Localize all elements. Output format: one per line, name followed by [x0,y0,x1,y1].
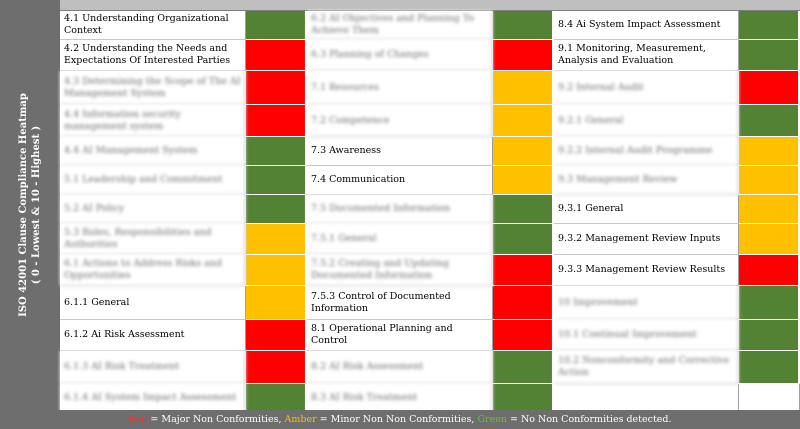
clause-label [554,384,739,413]
status-swatch-none [739,384,800,413]
vertical-title-panel: ISO 42001 Clause Compliance Heatmap ( 0 … [0,0,60,410]
clause-label: 6.1 Actions to Address Risks and Opportu… [60,255,246,286]
status-swatch-amber [739,166,800,195]
clause-label: 4.3 Determining the Scope of The AI Mana… [60,71,246,105]
status-swatch-red [246,40,307,71]
clause-label: 9.3 Management Review [554,166,739,195]
status-swatch-red [246,320,307,351]
clause-label: 8.2 AI Risk Assessment [307,351,493,384]
clause-label: 10.1 Continual Improvement [554,320,739,351]
status-swatch-green [246,137,307,166]
clause-label: 7.1 Resources [307,71,493,105]
status-swatch-green [739,105,800,137]
status-swatch-green [493,11,554,40]
clause-label: 5.2 AI Policy [60,195,246,224]
status-swatch-amber [246,286,307,320]
clause-label: 9.1 Monitoring, Measurement, Analysis an… [554,40,739,71]
status-swatch-green [493,195,554,224]
status-swatch-amber [493,137,554,166]
clause-label: 7.4 Communication [307,166,493,195]
clause-label: 6.2 AI Objectives and Planning To Achiev… [307,11,493,40]
clause-label: 10.2 Nonconformity and Corrective Action [554,351,739,384]
clause-label: 4.2 Understanding the Needs and Expectat… [60,40,246,71]
status-swatch-green [493,384,554,413]
status-swatch-amber [739,137,800,166]
heatmap-title-line1: ISO 42001 Clause Compliance Heatmap [18,93,30,317]
status-swatch-amber [739,195,800,224]
status-swatch-amber [246,255,307,286]
status-swatch-green [246,384,307,413]
status-swatch-amber [493,166,554,195]
legend-red-word: Red [128,414,148,425]
clause-label: 8.4 Ai System Impact Assessment [554,11,739,40]
clause-label: 6.1.4 AI System Impact Assessment [60,384,246,413]
status-swatch-red [739,255,800,286]
status-swatch-amber [246,224,307,255]
clause-label: 7.3 Awareness [307,137,493,166]
legend-amber-text: = Minor Non Non Conformities, [316,414,478,425]
clause-label: 10 Improvement [554,286,739,320]
status-swatch-red [493,286,554,320]
clause-grid: 4.1 Understanding Organizational Context… [60,10,800,413]
clause-label: 9.2 Internal Audit [554,71,739,105]
clause-label: 5.3 Roles, Responsibilities and Authorit… [60,224,246,255]
clause-label: 7.5.3 Control of Documented Information [307,286,493,320]
clause-label: 6.1.1 General [60,286,246,320]
clause-label: 9.2.1 General [554,105,739,137]
clause-label: 9.3.1 General [554,195,739,224]
clause-label: 8.1 Operational Planning and Control [307,320,493,351]
status-swatch-amber [739,224,800,255]
status-swatch-red [493,255,554,286]
status-swatch-green [739,286,800,320]
status-swatch-red [493,40,554,71]
clause-label: 7.5 Documented Information [307,195,493,224]
status-swatch-red [493,320,554,351]
status-swatch-red [246,351,307,384]
heatmap-title: ISO 42001 Clause Compliance Heatmap ( 0 … [17,93,43,317]
legend-amber-word: Amber [284,414,317,425]
clause-label: 4.4 AI Management System [60,137,246,166]
legend-red-text: = Major Non Conformities, [147,414,285,425]
status-swatch-red [246,105,307,137]
status-swatch-red [739,71,800,105]
clause-label: 9.2.2 Internal Audit Programme [554,137,739,166]
status-swatch-green [246,195,307,224]
status-swatch-green [493,224,554,255]
status-swatch-red [246,71,307,105]
clause-label: 6.1.2 Ai Risk Assessment [60,320,246,351]
status-swatch-amber [493,71,554,105]
clause-label: 6.1.3 AI Risk Treatment [60,351,246,384]
status-swatch-green [739,320,800,351]
status-swatch-green [246,166,307,195]
clause-label: 6.3 Planning of Changes [307,40,493,71]
status-swatch-green [493,351,554,384]
clause-label: 9.3.2 Management Review Inputs [554,224,739,255]
legend-green-text: = No Non Conformities detected. [506,414,672,425]
clause-label: 7.5.1 General [307,224,493,255]
status-swatch-green [739,351,800,384]
clause-label: 5.1 Leadership and Commitment [60,166,246,195]
legend-green-word: Green [477,414,507,425]
clause-label: 4.4 Information security management syst… [60,105,246,137]
status-swatch-amber [493,105,554,137]
clause-label: 7.2 Competence [307,105,493,137]
legend-footer: Red = Major Non Conformities, Amber = Mi… [0,410,800,429]
clause-label: 9.3.3 Management Review Results [554,255,739,286]
clause-label: 7.5.2 Creating and Updating Documented I… [307,255,493,286]
status-swatch-green [739,11,800,40]
heatmap-title-line2: ( 0 - Lowest & 10 - Highest ) [31,125,43,285]
status-swatch-green [739,40,800,71]
clause-label: 8.3 AI Risk Treatment [307,384,493,413]
clause-label: 4.1 Understanding Organizational Context [60,11,246,40]
status-swatch-green [246,11,307,40]
